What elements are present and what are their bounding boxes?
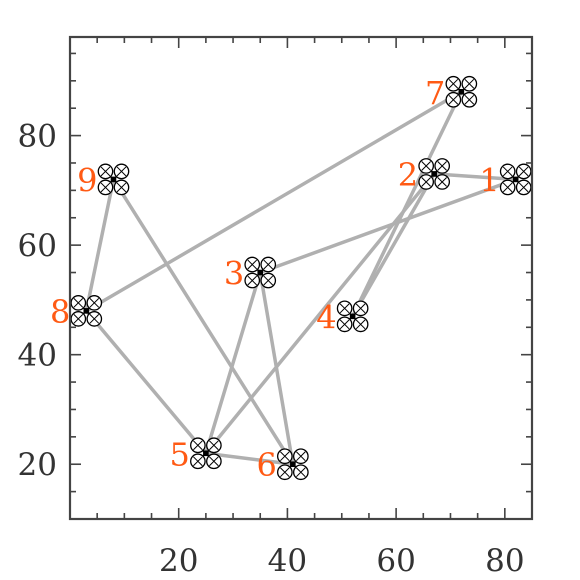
node-label: 8 — [50, 293, 70, 331]
plot-background — [70, 37, 532, 519]
node-label: 7 — [425, 74, 445, 112]
y-tick-label: 40 — [18, 338, 57, 374]
tick-labels-group: 20 40 60 80 20 40 60 80 — [18, 119, 525, 579]
x-tick-label: 40 — [268, 543, 307, 579]
node-label: 9 — [77, 161, 97, 199]
edge-6-5 — [204, 451, 295, 466]
edge-4-7 — [350, 90, 464, 319]
edge-8-9 — [84, 177, 116, 313]
quadcopter-icon — [244, 256, 277, 289]
quadcopter-icon — [97, 163, 130, 196]
node-8: 8 — [50, 293, 103, 331]
x-tick-label: 60 — [376, 543, 415, 579]
edge-7-8 — [84, 90, 464, 313]
node-label: 3 — [224, 255, 244, 293]
quadcopter-icon — [336, 300, 369, 333]
node-3: 3 — [224, 255, 277, 293]
plot-frame — [68, 35, 534, 521]
node-4: 4 — [316, 298, 369, 336]
y-tick-label: 80 — [18, 119, 57, 155]
x-tick-label: 80 — [485, 543, 524, 579]
node-label: 4 — [316, 298, 336, 336]
nodes-group: 1 2 3 4 5 6 7 8 9 — [50, 74, 532, 484]
node-label: 5 — [170, 435, 190, 473]
quadcopter-icon — [70, 295, 103, 327]
x-tick-label: 20 — [159, 543, 198, 579]
edge-3-1 — [258, 177, 518, 275]
y-tick-label: 60 — [18, 228, 57, 264]
node-label: 6 — [256, 446, 276, 484]
y-tick-label: 20 — [18, 447, 57, 483]
node-2: 2 — [398, 156, 451, 194]
node-7: 7 — [425, 74, 478, 112]
node-label: 1 — [479, 161, 499, 199]
node-label: 2 — [398, 156, 418, 194]
quadcopter-icon — [276, 448, 309, 481]
edge-3-5 — [204, 270, 262, 456]
edge-2-4 — [350, 172, 436, 319]
edge-1-2 — [432, 172, 518, 182]
edge-6-3 — [258, 270, 295, 466]
quadcopter-icon — [499, 163, 532, 196]
node-5: 5 — [170, 435, 222, 473]
quadcopter-icon — [190, 437, 222, 470]
node-1: 1 — [479, 161, 532, 199]
quadcopter-icon — [418, 158, 451, 190]
node-9: 9 — [77, 161, 130, 199]
edge-5-8 — [84, 309, 208, 456]
edge-9-6 — [111, 177, 295, 466]
edges-group — [84, 90, 518, 466]
node-6: 6 — [256, 446, 309, 484]
edge-5-2 — [204, 172, 436, 456]
quadcopter-icon — [445, 75, 478, 108]
